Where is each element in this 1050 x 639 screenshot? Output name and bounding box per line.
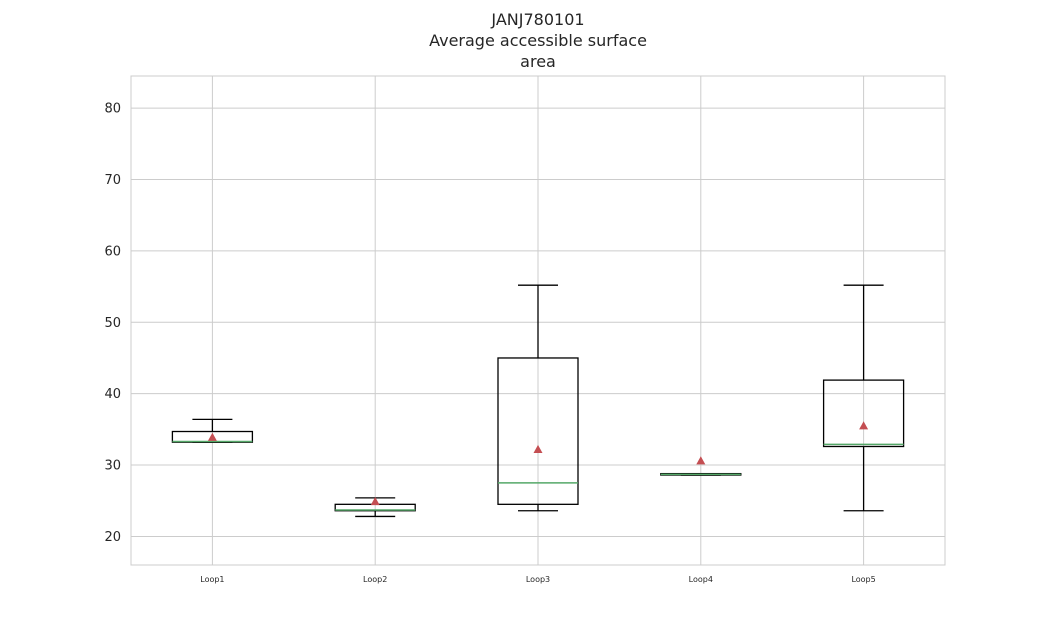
y-tick-label: 30: [104, 459, 121, 474]
box-loop3: [497, 284, 579, 512]
x-tick-label: Loop5: [851, 575, 875, 584]
y-tick-label: 20: [104, 530, 121, 545]
y-tick-label: 60: [104, 244, 121, 259]
iqr-box: [822, 379, 905, 448]
box-loop4: [660, 456, 742, 476]
grid-lines: [131, 76, 945, 565]
mean-marker: [859, 421, 869, 430]
chart-title-line: JANJ780101: [490, 10, 584, 29]
box-loop5: [822, 284, 905, 512]
mean-marker: [370, 496, 380, 506]
box-series: [171, 284, 905, 518]
x-tick-label: Loop4: [689, 575, 713, 584]
x-tick-label: Loop1: [200, 575, 224, 584]
x-tick-label: Loop3: [526, 575, 550, 584]
mean-marker: [207, 432, 217, 441]
chart-title-line: Average accessible surface: [429, 31, 647, 50]
mean-marker: [696, 456, 706, 465]
box-loop2: [334, 496, 416, 518]
chart-title: JANJ780101 Average accessible surface area: [429, 10, 647, 71]
x-axis-ticks: Loop1 Loop2 Loop3 Loop4 Loop5: [200, 575, 875, 584]
iqr-box: [497, 357, 579, 505]
plot-area-frame: [130, 75, 946, 566]
x-tick-label: Loop2: [363, 575, 387, 584]
y-axis-ticks: 20 30 40 50 60 70 80: [104, 102, 121, 545]
mean-marker: [533, 444, 543, 453]
y-tick-label: 40: [104, 387, 121, 402]
y-tick-label: 80: [104, 102, 121, 117]
chart-title-line: area: [520, 52, 556, 71]
y-tick-label: 70: [104, 173, 121, 188]
y-tick-label: 50: [104, 316, 121, 331]
box-loop1: [171, 418, 254, 443]
